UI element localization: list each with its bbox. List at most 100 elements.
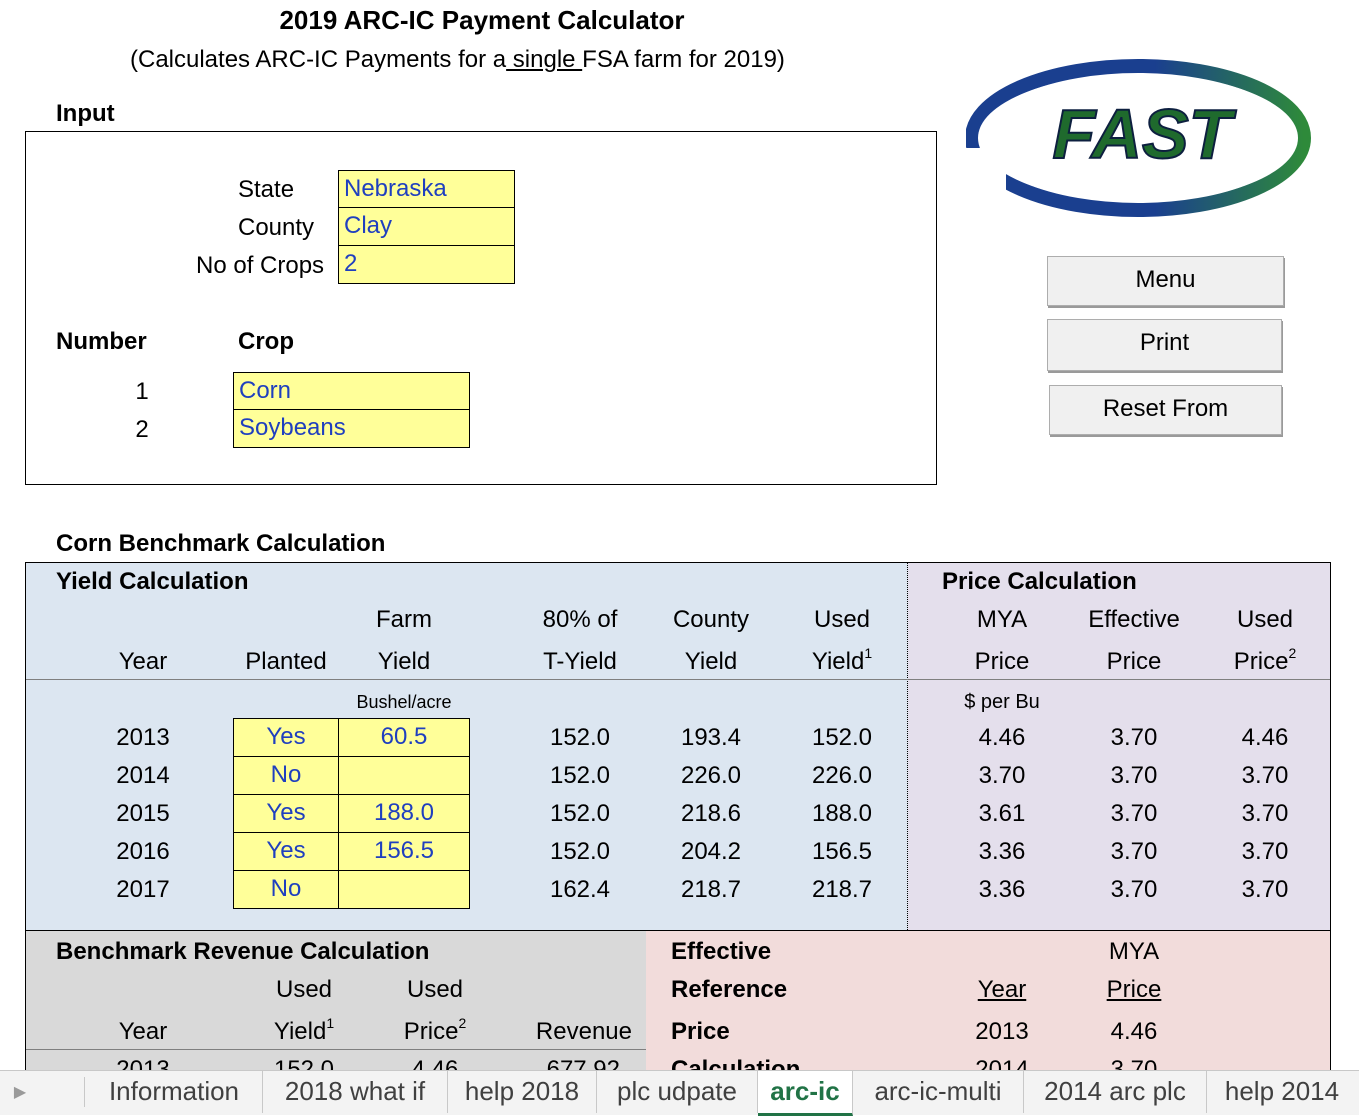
- mya-price-cell: 3.36: [978, 876, 1026, 903]
- county-yield-cell: 204.2: [680, 838, 742, 865]
- used-yield-cell: 152.0: [811, 724, 873, 751]
- t-yield-cell: 152.0: [549, 800, 611, 827]
- col-county-1: County: [672, 606, 750, 633]
- planted-input[interactable]: Yes: [233, 794, 339, 833]
- col-t-1: 80% of: [542, 606, 618, 633]
- reset-from-button[interactable]: Reset From: [1049, 385, 1282, 435]
- footnote-2: 2: [458, 1015, 467, 1031]
- page-title: 2019 ARC-IC Payment Calculator: [279, 5, 685, 35]
- tab-help-2018[interactable]: help 2018: [448, 1071, 597, 1113]
- col-up-2: Price2: [1205, 644, 1325, 680]
- col-up-1: Used: [1236, 606, 1294, 633]
- t-yield-cell: 152.0: [549, 762, 611, 789]
- county-input[interactable]: Clay: [338, 207, 515, 246]
- price-panel: [908, 563, 1330, 930]
- state-label: State: [238, 176, 295, 203]
- ref-label-3: Price: [671, 1018, 730, 1045]
- col-farm-2: Yield: [377, 648, 431, 675]
- used-yield-cell: 188.0: [811, 800, 873, 827]
- used-price-cell: 3.70: [1241, 762, 1289, 789]
- planted-input[interactable]: Yes: [233, 718, 339, 757]
- col-mya-1: MYA: [976, 606, 1028, 633]
- revenue-rule: [26, 1049, 646, 1050]
- used-price-cell: 4.46: [1241, 724, 1289, 751]
- revenue-panel: [25, 931, 646, 1070]
- tab-information[interactable]: Information: [86, 1071, 263, 1113]
- rev-col-uy-1: Used: [275, 976, 333, 1003]
- footnote-1: 1: [326, 1015, 335, 1031]
- row-year: 2013: [116, 724, 170, 751]
- panel-divider: [907, 563, 908, 930]
- tab-arc-ic-multi[interactable]: arc-ic-multi: [853, 1071, 1024, 1113]
- planted-input[interactable]: Yes: [233, 832, 339, 871]
- crop-header: Crop: [238, 328, 294, 355]
- county-yield-cell: 193.4: [680, 724, 742, 751]
- tab-separator: [84, 1077, 85, 1107]
- t-yield-cell: 152.0: [549, 724, 611, 751]
- rev-col-uy-2: Yield1: [244, 1014, 364, 1050]
- planted-input[interactable]: No: [233, 870, 339, 909]
- price-heading: Price Calculation: [942, 568, 1137, 595]
- farm-yield-input[interactable]: 188.0: [338, 794, 470, 833]
- crops-count-label: No of Crops: [196, 252, 325, 279]
- t-yield-cell: 152.0: [549, 838, 611, 865]
- number-header: Number: [56, 328, 147, 355]
- header-rule: [26, 679, 1330, 680]
- ref-col-price: Price: [1106, 976, 1162, 1003]
- rev-col-revenue: Revenue: [535, 1018, 632, 1045]
- ref-col-year: Year: [977, 976, 1027, 1003]
- input-heading: Input: [56, 100, 115, 127]
- row-year: 2014: [116, 762, 170, 789]
- rev-col-up-1: Used: [406, 976, 464, 1003]
- effective-price-cell: 3.70: [1110, 800, 1158, 827]
- county-label: County: [238, 214, 315, 241]
- revenue-heading: Benchmark Revenue Calculation: [56, 938, 430, 965]
- col-used-1: Used: [813, 606, 871, 633]
- tab-2018-what-if[interactable]: 2018 what if: [263, 1071, 448, 1113]
- farm-yield-input[interactable]: [338, 756, 470, 795]
- tab-arc-ic[interactable]: arc-ic: [758, 1071, 853, 1116]
- used-price-cell: 3.70: [1241, 838, 1289, 865]
- reference-panel: [646, 931, 1331, 1070]
- planted-input[interactable]: No: [233, 756, 339, 795]
- subtitle-post: FSA farm for 2019): [582, 46, 785, 73]
- rev-col-up-2-text: Price: [403, 1018, 459, 1045]
- farm-yield-input[interactable]: 60.5: [338, 718, 470, 757]
- tab-help-2014[interactable]: help 2014: [1224, 1076, 1340, 1106]
- mya-price-cell: 4.46: [978, 724, 1026, 751]
- t-yield-cell: 162.4: [549, 876, 611, 903]
- crop-input[interactable]: Soybeans: [233, 409, 470, 448]
- rev-col-up-2: Price2: [375, 1014, 495, 1050]
- benchmark-heading: Corn Benchmark Calculation: [56, 530, 386, 557]
- mya-price-cell: 3.61: [978, 800, 1026, 827]
- used-yield-cell: 218.7: [811, 876, 873, 903]
- effective-price-cell: 3.70: [1110, 876, 1158, 903]
- used-price-cell: 3.70: [1241, 800, 1289, 827]
- state-input[interactable]: Nebraska: [338, 170, 515, 208]
- farm-yield-input[interactable]: [338, 870, 470, 909]
- ref-row-price: 4.46: [1110, 1018, 1158, 1045]
- benchmark-border: [25, 562, 1331, 931]
- col-t-2: T-Yield: [543, 648, 617, 675]
- tab-plc-udpate[interactable]: plc udpate: [597, 1071, 758, 1113]
- county-yield-cell: 218.6: [680, 800, 742, 827]
- menu-button[interactable]: Menu: [1047, 256, 1284, 306]
- subtitle-emphasis: single: [506, 46, 583, 73]
- ref-label-1: Effective: [671, 938, 772, 965]
- crop-number: 1: [135, 378, 149, 405]
- crop-input[interactable]: Corn: [233, 372, 470, 410]
- scroll-tabs-right-icon[interactable]: ▶: [13, 1084, 27, 1101]
- input-box: [25, 131, 937, 485]
- print-button[interactable]: Print: [1047, 319, 1282, 371]
- row-year: 2017: [116, 876, 170, 903]
- effective-price-cell: 3.70: [1110, 762, 1158, 789]
- tab-2014-arc-plc[interactable]: 2014 arc plc: [1024, 1071, 1207, 1113]
- row-year: 2016: [116, 838, 170, 865]
- crops-count-input[interactable]: 2: [338, 245, 515, 284]
- rev-col-year: Year: [118, 1018, 168, 1045]
- farm-yield-input[interactable]: 156.5: [338, 832, 470, 871]
- row-year: 2015: [116, 800, 170, 827]
- ref-col-mya: MYA: [1108, 938, 1160, 965]
- subtitle-pre: (Calculates ARC-IC Payments for a: [130, 46, 507, 73]
- footnote-1: 1: [864, 645, 873, 661]
